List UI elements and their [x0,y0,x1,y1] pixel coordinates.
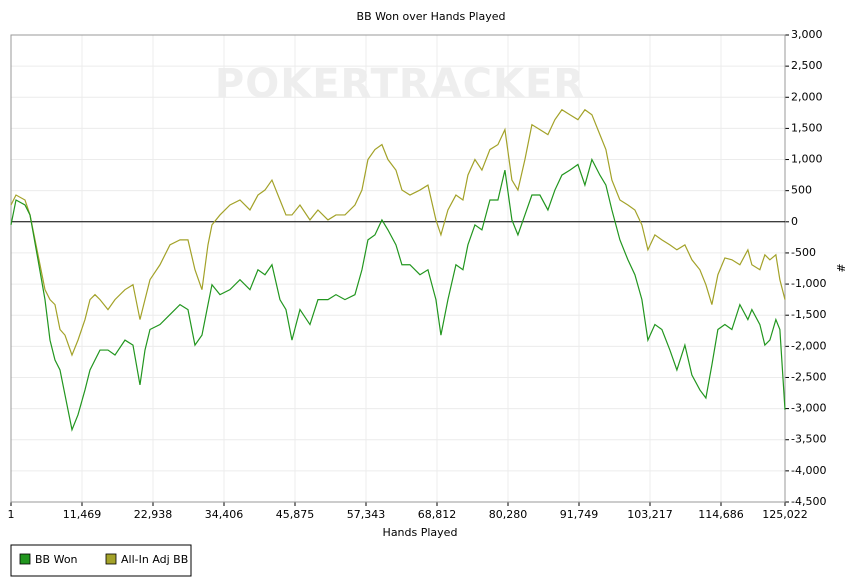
y-tick-label: -4,500 [791,495,826,508]
y-tick-label: -500 [791,246,816,259]
x-tick-label: 45,875 [276,508,315,521]
x-tick-label: 34,406 [205,508,244,521]
y-axis-label: # [834,263,847,272]
x-tick-label: 57,343 [347,508,386,521]
x-tick-label: 22,938 [134,508,173,521]
y-tick-label: -1,000 [791,277,826,290]
y-tick-label: 2,000 [791,90,823,103]
legend-label: All-In Adj BB [121,553,188,566]
y-tick-label: -3,000 [791,402,826,415]
y-tick-label: 0 [791,215,798,228]
y-tick-label: 1,500 [791,121,823,134]
legend-label: BB Won [35,553,78,566]
x-tick-label: 103,217 [627,508,673,521]
y-tick-label: -1,500 [791,308,826,321]
x-tick-label: 80,280 [489,508,528,521]
x-axis-label: Hands Played [383,526,458,539]
y-tick-label: 500 [791,184,812,197]
y-tick-label: -2,000 [791,339,826,352]
series-line [10,108,786,357]
x-tick-label: 125,022 [762,508,808,521]
x-tick-label: 11,469 [63,508,102,521]
y-tick-label: -3,500 [791,433,826,446]
series-line [10,157,786,432]
legend-box [10,544,192,577]
y-tick-label: 2,500 [791,59,823,72]
x-tick-label: 91,749 [560,508,599,521]
legend-swatch [19,553,31,565]
y-tick-label: 3,000 [791,28,823,41]
x-tick-label: 68,812 [418,508,457,521]
watermark: POKERTRACKER [215,61,585,107]
chart-title: BB Won over Hands Played [357,10,506,23]
y-tick-label: 1,000 [791,153,823,166]
x-tick-label: 114,686 [698,508,744,521]
plot-border [10,34,786,503]
y-tick-label: -4,000 [791,464,826,477]
y-tick-label: -2,500 [791,370,826,383]
x-tick-label: 1 [8,508,15,521]
legend-swatch [105,553,117,565]
